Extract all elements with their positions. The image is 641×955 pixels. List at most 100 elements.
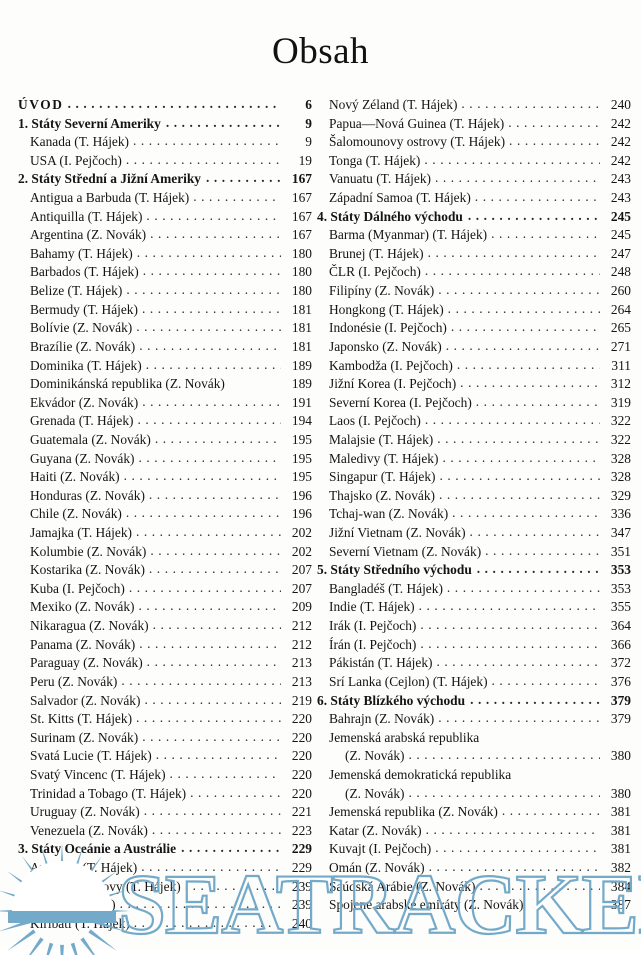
toc-dot-leader: . . . . . . . . . . . . . . . . . . . . …	[136, 244, 281, 260]
toc-dot-leader: . . . . . . . . . . . . . . . . . . . . …	[418, 598, 600, 614]
toc-entry[interactable]: Katar (Z. Novák). . . . . . . . . . . . …	[329, 822, 631, 841]
toc-entry[interactable]: Barma (Myanmar) (T. Hájek). . . . . . . …	[329, 226, 631, 245]
toc-entry[interactable]: Kolumbie (Z. Novák). . . . . . . . . . .…	[30, 543, 312, 562]
toc-entry[interactable]: Nikaragua (Z. Novák). . . . . . . . . . …	[30, 617, 312, 636]
toc-entry[interactable]: 1. Státy Severní Ameriky. . . . . . . . …	[18, 115, 312, 134]
toc-entry[interactable]: Belize (T. Hájek). . . . . . . . . . . .…	[30, 282, 312, 301]
toc-entry[interactable]: Jižní Vietnam (Z. Novák). . . . . . . . …	[329, 524, 631, 543]
toc-entry[interactable]: ÚVOD. . . . . . . . . . . . . . . . . . …	[18, 96, 312, 115]
toc-entry[interactable]: Hongkong (T. Hájek). . . . . . . . . . .…	[329, 301, 631, 320]
toc-entry[interactable]: Kiribati (T. Hájek). . . . . . . . . . .…	[30, 915, 312, 934]
toc-dot-leader: . . . . . . . . . . . . . . . . . . . . …	[123, 468, 281, 484]
toc-entry[interactable]: Panama (Z. Novák). . . . . . . . . . . .…	[30, 636, 312, 655]
toc-entry[interactable]: Tonga (T. Hájek). . . . . . . . . . . . …	[329, 152, 631, 171]
toc-entry[interactable]: Brazílie (Z. Novák). . . . . . . . . . .…	[30, 338, 312, 357]
toc-entry[interactable]: Fidži (T. Hájek). . . . . . . . . . . . …	[30, 896, 312, 915]
toc-entry[interactable]: Guatemala (Z. Novák). . . . . . . . . . …	[30, 431, 312, 450]
toc-entry[interactable]: USA (I. Pejčoch). . . . . . . . . . . . …	[30, 152, 312, 171]
toc-entry[interactable]: Dominikánská republika (Z. Novák). . . .…	[30, 375, 312, 394]
toc-entry[interactable]: Bahrajn (Z. Novák). . . . . . . . . . . …	[329, 710, 631, 729]
toc-entry[interactable]: Vanuatu (T. Hájek). . . . . . . . . . . …	[329, 170, 631, 189]
toc-entry[interactable]: Saúdská Arábie (Z. Novák). . . . . . . .…	[329, 878, 631, 897]
toc-entry[interactable]: Haiti (Z. Novák). . . . . . . . . . . . …	[30, 468, 312, 487]
toc-entry[interactable]: Omán (Z. Novák). . . . . . . . . . . . .…	[329, 859, 631, 878]
toc-entry[interactable]: Argentina (Z. Novák). . . . . . . . . . …	[30, 226, 312, 245]
toc-entry-label: ÚVOD	[18, 97, 64, 112]
toc-entry[interactable]: Svatý Vincenc (T. Hájek). . . . . . . . …	[30, 766, 312, 785]
toc-entry[interactable]: Grenada (T. Hájek). . . . . . . . . . . …	[30, 412, 312, 431]
toc-entry[interactable]: Maledivy (T. Hájek). . . . . . . . . . .…	[329, 450, 631, 469]
toc-entry[interactable]: (Z. Novák). . . . . . . . . . . . . . . …	[329, 747, 631, 766]
toc-entry[interactable]: Thajsko (Z. Novák). . . . . . . . . . . …	[329, 487, 631, 506]
toc-entry[interactable]: Írán (I. Pejčoch). . . . . . . . . . . .…	[329, 636, 631, 655]
toc-entry[interactable]: Kanada (T. Hájek). . . . . . . . . . . .…	[30, 133, 312, 152]
toc-entry[interactable]: Ekvádor (Z. Novák). . . . . . . . . . . …	[30, 394, 312, 413]
toc-entry[interactable]: 5. Státy Středního východu. . . . . . . …	[317, 561, 631, 580]
toc-entry[interactable]: Papua—Nová Guinea (T. Hájek). . . . . . …	[329, 115, 631, 134]
toc-entry[interactable]: Severní Korea (I. Pejčoch). . . . . . . …	[329, 394, 631, 413]
toc-entry[interactable]: Mexiko (Z. Novák). . . . . . . . . . . .…	[30, 598, 312, 617]
toc-entry[interactable]: Bahamy (T. Hájek). . . . . . . . . . . .…	[30, 245, 312, 264]
toc-entry-page-number: 180	[291, 245, 312, 261]
toc-entry[interactable]: Antigua a Barbuda (T. Hájek). . . . . . …	[30, 189, 312, 208]
toc-entry[interactable]: Guyana (Z. Novák). . . . . . . . . . . .…	[30, 450, 312, 469]
toc-entry[interactable]: Filipíny (Z. Novák). . . . . . . . . . .…	[329, 282, 631, 301]
toc-entry[interactable]: Peru (Z. Novák). . . . . . . . . . . . .…	[30, 673, 312, 692]
toc-entry[interactable]: Laos (I. Pejčoch). . . . . . . . . . . .…	[329, 412, 631, 431]
toc-entry[interactable]: 3. Státy Oceánie a Austrálie. . . . . . …	[18, 840, 312, 859]
toc-entry[interactable]: Surinam (Z. Novák). . . . . . . . . . . …	[30, 729, 312, 748]
toc-entry[interactable]: 2. Státy Střední a Jižní Ameriky. . . . …	[18, 170, 312, 189]
toc-entry-page-number: 247	[610, 245, 631, 261]
toc-entry[interactable]: Jemenská demokratická republika. . . . .…	[329, 766, 631, 785]
toc-entry[interactable]: Paraguay (Z. Novák). . . . . . . . . . .…	[30, 654, 312, 673]
toc-entry[interactable]: (Z. Novák). . . . . . . . . . . . . . . …	[329, 785, 631, 804]
toc-entry[interactable]: Jemenská arabská republika. . . . . . . …	[329, 729, 631, 748]
toc-entry[interactable]: Antiquilla (T. Hájek). . . . . . . . . .…	[30, 208, 312, 227]
toc-entry-label: Kuvajt (I. Pejčoch)	[329, 841, 432, 857]
toc-entry[interactable]: Irák (I. Pejčoch). . . . . . . . . . . .…	[329, 617, 631, 636]
toc-entry[interactable]: Jamajka (T. Hájek). . . . . . . . . . . …	[30, 524, 312, 543]
toc-entry[interactable]: Chile (Z. Novák). . . . . . . . . . . . …	[30, 505, 312, 524]
toc-entry[interactable]: Kambodža (I. Pejčoch). . . . . . . . . .…	[329, 357, 631, 376]
toc-entry[interactable]: Tchaj-wan (Z. Novák). . . . . . . . . . …	[329, 505, 631, 524]
toc-entry[interactable]: Kostarika (Z. Novák). . . . . . . . . . …	[30, 561, 312, 580]
toc-entry[interactable]: Cookovy ostrovy (T. Hájek). . . . . . . …	[30, 878, 312, 897]
toc-entry[interactable]: Indonésie (I. Pejčoch). . . . . . . . . …	[329, 319, 631, 338]
toc-entry[interactable]: Severní Vietnam (Z. Novák). . . . . . . …	[329, 543, 631, 562]
toc-entry[interactable]: Dominika (T. Hájek). . . . . . . . . . .…	[30, 357, 312, 376]
toc-entry[interactable]: Srí Lanka (Cejlon) (T. Hájek). . . . . .…	[329, 673, 631, 692]
toc-entry[interactable]: Svatá Lucie (T. Hájek). . . . . . . . . …	[30, 747, 312, 766]
toc-entry[interactable]: Barbados (T. Hájek). . . . . . . . . . .…	[30, 263, 312, 282]
toc-entry[interactable]: Bangladéš (T. Hájek). . . . . . . . . . …	[329, 580, 631, 599]
toc-entry[interactable]: Brunej (T. Hájek). . . . . . . . . . . .…	[329, 245, 631, 264]
toc-entry[interactable]: 4. Státy Dálného východu. . . . . . . . …	[317, 208, 631, 227]
toc-entry-page-number: 264	[610, 301, 631, 317]
toc-entry[interactable]: Japonsko (Z. Novák). . . . . . . . . . .…	[329, 338, 631, 357]
toc-entry[interactable]: Jemenská republika (Z. Novák). . . . . .…	[329, 803, 631, 822]
toc-entry[interactable]: Malajsie (T. Hájek). . . . . . . . . . .…	[329, 431, 631, 450]
toc-entry[interactable]: Salvador (Z. Novák). . . . . . . . . . .…	[30, 692, 312, 711]
toc-entry[interactable]: Kuvajt (I. Pejčoch). . . . . . . . . . .…	[329, 840, 631, 859]
toc-dot-leader: . . . . . . . . . . . . . . . . . . . . …	[427, 244, 600, 260]
toc-entry[interactable]: Jižní Korea (I. Pejčoch). . . . . . . . …	[329, 375, 631, 394]
toc-entry[interactable]: Spojené arabské emiráty (Z. Novák). . . …	[329, 896, 631, 915]
toc-entry[interactable]: Uruguay (Z. Novák). . . . . . . . . . . …	[30, 803, 312, 822]
toc-entry-page-number: 221	[291, 804, 312, 820]
toc-entry[interactable]: Bolívie (Z. Novák). . . . . . . . . . . …	[30, 319, 312, 338]
toc-entry[interactable]: St. Kitts (T. Hájek). . . . . . . . . . …	[30, 710, 312, 729]
toc-entry[interactable]: Honduras (Z. Novák). . . . . . . . . . .…	[30, 487, 312, 506]
toc-entry[interactable]: Nový Zéland (T. Hájek). . . . . . . . . …	[329, 96, 631, 115]
toc-entry[interactable]: Kuba (I. Pejčoch). . . . . . . . . . . .…	[30, 580, 312, 599]
toc-entry[interactable]: Západní Samoa (T. Hájek). . . . . . . . …	[329, 189, 631, 208]
toc-entry[interactable]: Pákistán (T. Hájek). . . . . . . . . . .…	[329, 654, 631, 673]
toc-entry[interactable]: Singapur (T. Hájek). . . . . . . . . . .…	[329, 468, 631, 487]
toc-entry[interactable]: Venezuela (Z. Novák). . . . . . . . . . …	[30, 822, 312, 841]
toc-entry[interactable]: 6. Státy Blízkého východu. . . . . . . .…	[317, 692, 631, 711]
toc-entry[interactable]: Indie (T. Hájek). . . . . . . . . . . . …	[329, 598, 631, 617]
toc-entry-label: Maledivy (T. Hájek)	[329, 450, 439, 466]
toc-entry[interactable]: Austrálie (T. Hájek). . . . . . . . . . …	[30, 859, 312, 878]
toc-entry[interactable]: ČLR (I. Pejčoch). . . . . . . . . . . . …	[329, 263, 631, 282]
toc-entry[interactable]: Bermudy (T. Hájek). . . . . . . . . . . …	[30, 301, 312, 320]
toc-entry[interactable]: Trinidad a Tobago (T. Hájek). . . . . . …	[30, 785, 312, 804]
toc-entry[interactable]: Šalomounovy ostrovy (T. Hájek). . . . . …	[329, 133, 631, 152]
